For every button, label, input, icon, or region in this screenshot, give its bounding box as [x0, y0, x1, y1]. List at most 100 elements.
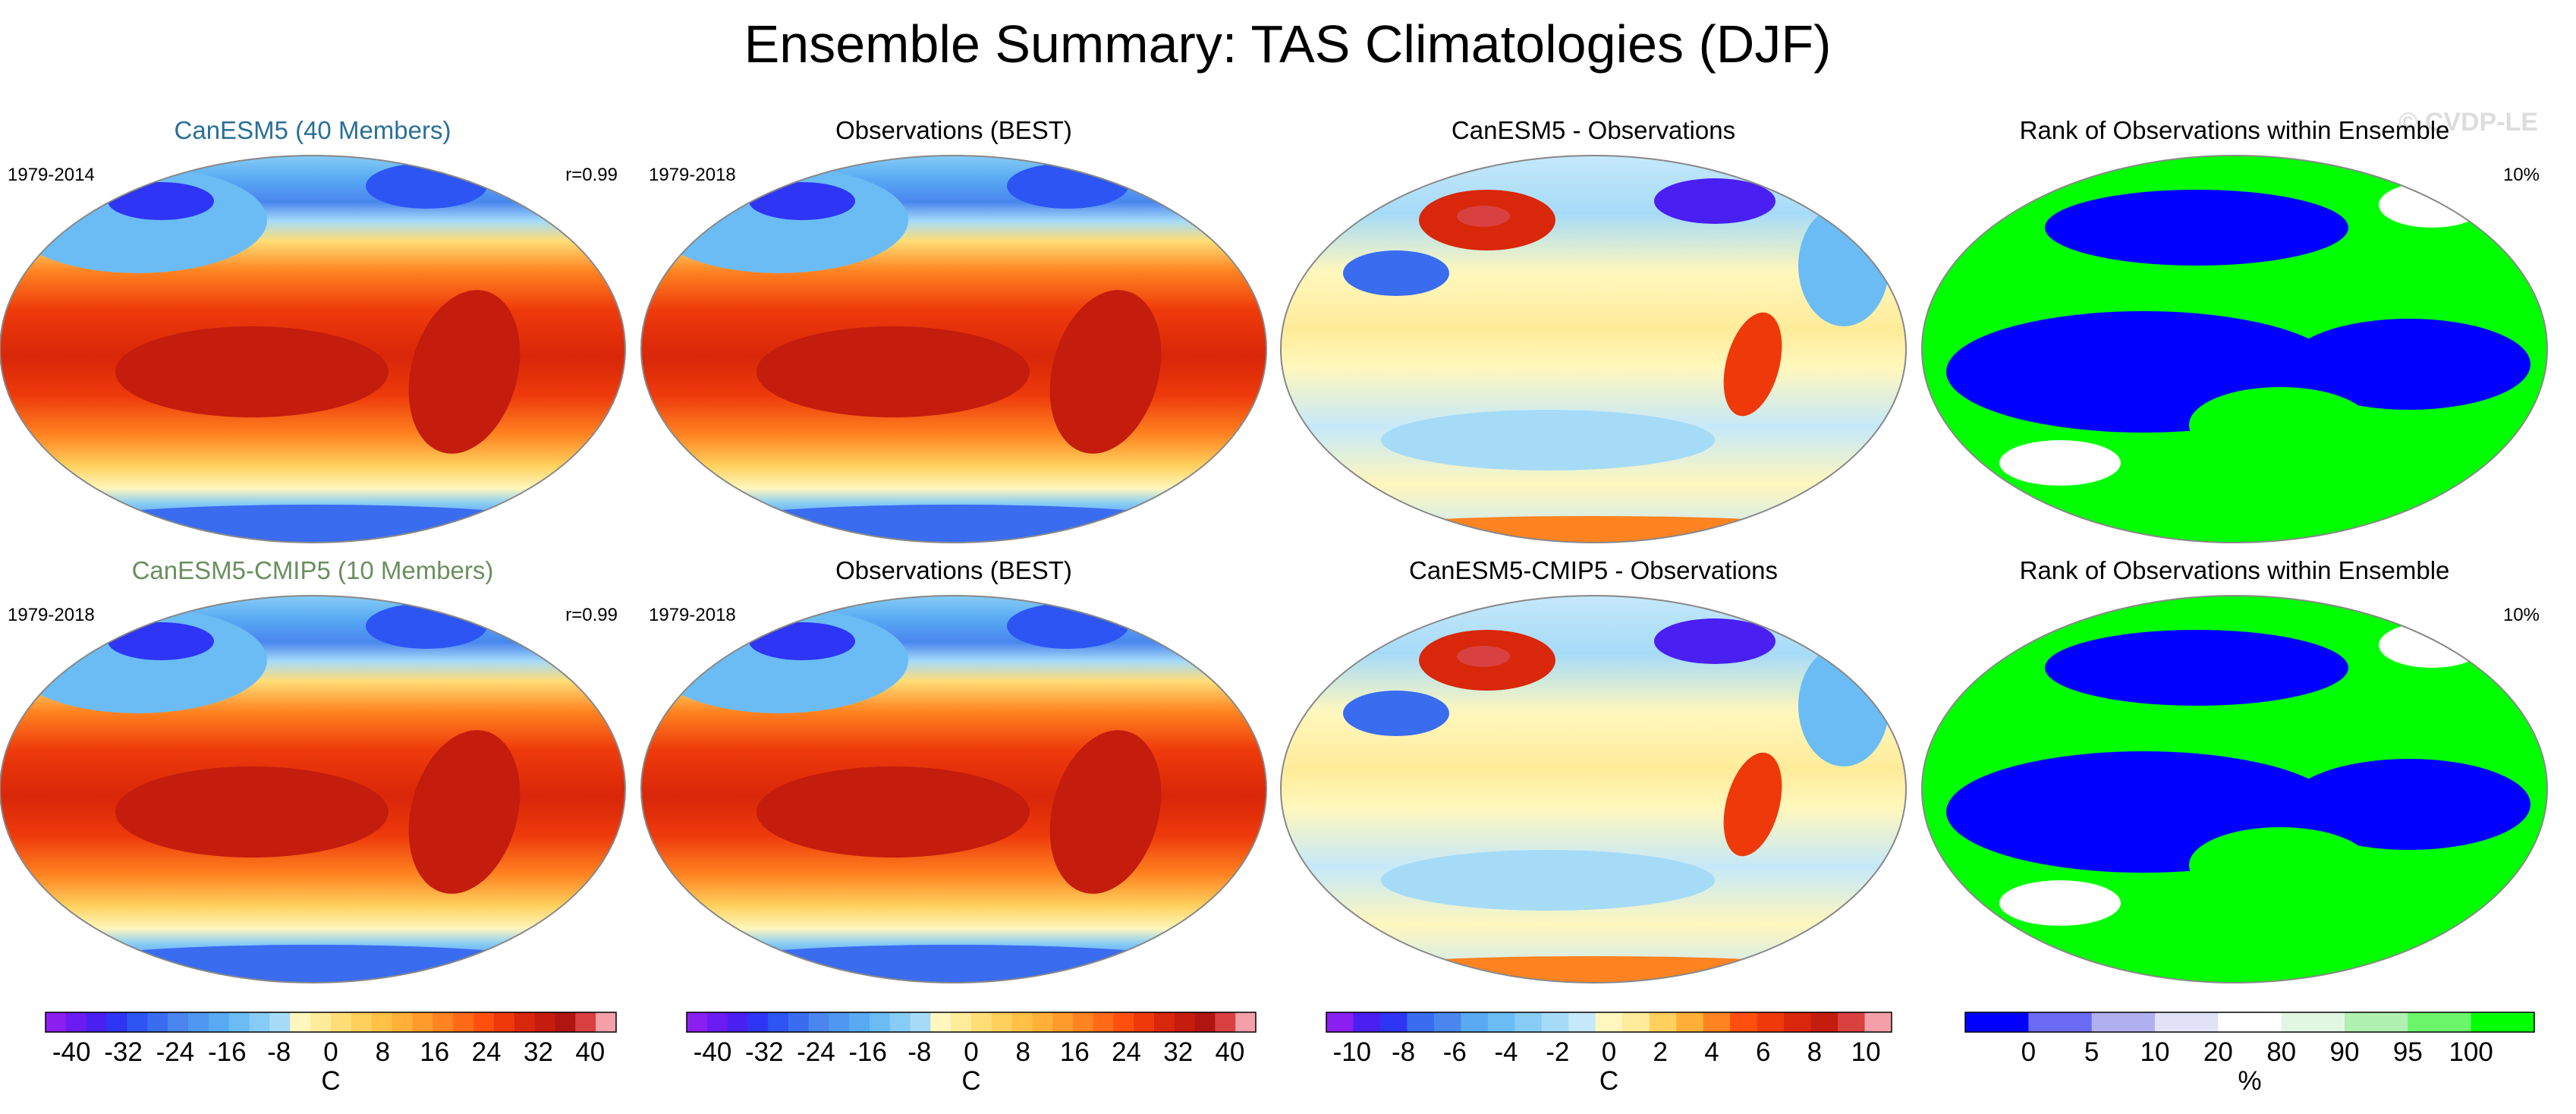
warm-pool	[756, 326, 1030, 417]
colorbar-swatch	[555, 1012, 576, 1032]
colorbar-tick-label: 0	[1602, 1037, 1616, 1067]
colorbar-swatch	[1487, 1012, 1515, 1032]
colorbar-swatch	[1134, 1012, 1155, 1032]
colorbar-tick-label: 10	[2140, 1037, 2170, 1067]
colorbar-swatch	[889, 1012, 911, 1032]
colorbar-tick-label: -10	[1333, 1037, 1372, 1067]
map-panel-r1-c1	[0, 155, 626, 543]
colorbar-temperature-colorbar-1: -40 -32 -24 -16 -8 0 8 16 24 32 40 C	[45, 1012, 617, 1096]
colorbar-swatch	[310, 1012, 332, 1032]
panel-labels-r2-c2: Observations (BEST) 1979-2018	[649, 556, 1072, 625]
colorbar-frame	[45, 1012, 617, 1033]
colorbar-swatch	[1407, 1012, 1435, 1032]
colorbar-swatch	[147, 1012, 168, 1032]
colorbar-swatch	[106, 1012, 127, 1032]
colorbar-tick-label: 6	[1756, 1037, 1770, 1067]
cold-core-north-america	[366, 163, 487, 209]
colorbar-swatch	[2028, 1012, 2093, 1032]
colorbar-frame	[1326, 1012, 1892, 1033]
colorbar-swatch	[1757, 1012, 1785, 1032]
map-outline	[640, 155, 1267, 543]
colorbar-tick-label: 100	[2449, 1037, 2493, 1067]
cold-core-siberia	[108, 622, 214, 660]
colorbar-swatch	[1326, 1012, 1354, 1032]
colorbar-swatch	[473, 1012, 495, 1032]
colorbar-swatch	[1353, 1012, 1381, 1032]
colorbar-difference-colorbar-1: -10 -8 -6 -4 -2 0 2 4 6 8 10 C	[1326, 1012, 1892, 1096]
colorbar-swatch	[432, 1012, 454, 1032]
panel-title: CanESM5 (40 Members)	[175, 116, 451, 144]
colorbar-swatch	[596, 1012, 617, 1032]
colorbar-swatch	[910, 1012, 931, 1032]
map-field	[1922, 596, 2547, 983]
colorbar-swatch	[208, 1012, 230, 1032]
colorbar-swatch	[2471, 1012, 2535, 1032]
difference-field	[1281, 596, 1906, 983]
stat-label: r=0.99	[565, 165, 618, 185]
colorbar-swatch	[514, 1012, 536, 1032]
colorbar-tick-label: 8	[1807, 1037, 1822, 1067]
warm-bias-core	[1457, 646, 1510, 667]
colorbar-tick-label: 16	[1060, 1037, 1090, 1067]
colorbar-swatch	[351, 1012, 373, 1032]
colorbar-tick-label: -40	[52, 1037, 91, 1067]
colorbar-swatch	[1595, 1012, 1623, 1032]
colorbar-tick-label: 20	[2203, 1037, 2233, 1067]
colorbar-swatch	[269, 1012, 291, 1032]
colorbar-swatch	[493, 1012, 515, 1032]
colorbar-swatch	[1514, 1012, 1543, 1032]
colorbar-swatch	[1072, 1012, 1094, 1032]
colorbar-tick-label: -8	[267, 1037, 291, 1067]
colorbar-swatch	[951, 1012, 972, 1032]
panel-title: Observations (BEST)	[835, 556, 1072, 584]
colorbar-swatch	[65, 1012, 87, 1032]
colorbar-swatch	[747, 1012, 769, 1032]
period-label: 1979-2014	[8, 165, 95, 185]
map-panel-r2-c2	[640, 595, 1267, 983]
map-panel-r2-c3	[1280, 595, 1907, 983]
colorbar-swatch	[1154, 1012, 1175, 1032]
colorbar-swatch	[1649, 1012, 1677, 1032]
colorbar-tick-label: 2	[1653, 1037, 1667, 1067]
map-panel-r1-c3	[1280, 155, 1907, 543]
figure-title: Ensemble Summary: TAS Climatologies (DJF…	[744, 14, 1832, 74]
colorbar-swatch	[1676, 1012, 1704, 1032]
colorbar-tick-label: 8	[1015, 1037, 1030, 1067]
warm-south-america	[408, 730, 521, 894]
colorbar-swatch	[1194, 1012, 1216, 1032]
panel-title: Rank of Observations within Ensemble	[2020, 116, 2450, 144]
stat-label: r=0.99	[565, 605, 618, 625]
colorbar-tick-label: 5	[2084, 1037, 2099, 1067]
colorbar-swatch	[1730, 1012, 1758, 1032]
colorbar-swatch	[412, 1012, 433, 1032]
map-panel-r2-c4	[1921, 595, 2548, 983]
colorbar-swatch	[2155, 1012, 2219, 1032]
colorbar-swatch	[1215, 1012, 1236, 1032]
map-panel-r1-c2	[640, 155, 1267, 543]
colorbar-tick-label: 10	[1851, 1037, 1881, 1067]
stat-label: 10%	[2503, 605, 2540, 625]
map-field	[641, 596, 1266, 983]
warm-south-america	[1049, 290, 1162, 454]
difference-field	[1281, 156, 1906, 543]
colorbar-tick-label: 24	[472, 1037, 502, 1067]
colorbar-swatch	[1703, 1012, 1731, 1032]
map-field	[1281, 156, 1906, 543]
panel-title: CanESM5-CMIP5 - Observations	[1409, 556, 1778, 584]
cold-core-siberia	[749, 622, 855, 660]
colorbar-swatch	[1032, 1012, 1053, 1032]
colorbar-swatch	[371, 1012, 393, 1032]
colorbar-swatch	[1965, 1012, 2029, 1032]
low-rank-region-atlantic	[2288, 319, 2530, 410]
colorbar-swatch	[453, 1012, 474, 1032]
colorbar-swatch	[1113, 1012, 1134, 1032]
panel-labels-r2-c3: CanESM5-CMIP5 - Observations	[1409, 556, 1778, 584]
warm-pool	[756, 766, 1030, 858]
cold-core-north-america	[1007, 163, 1128, 209]
map-outline	[1280, 155, 1907, 543]
cold-bias-central-asia	[1343, 250, 1449, 296]
stat-label: 10%	[2503, 165, 2540, 185]
colorbar-swatch	[1433, 1012, 1461, 1032]
colorbar-swatch	[188, 1012, 209, 1032]
colorbar-tick-label: 32	[524, 1037, 553, 1067]
